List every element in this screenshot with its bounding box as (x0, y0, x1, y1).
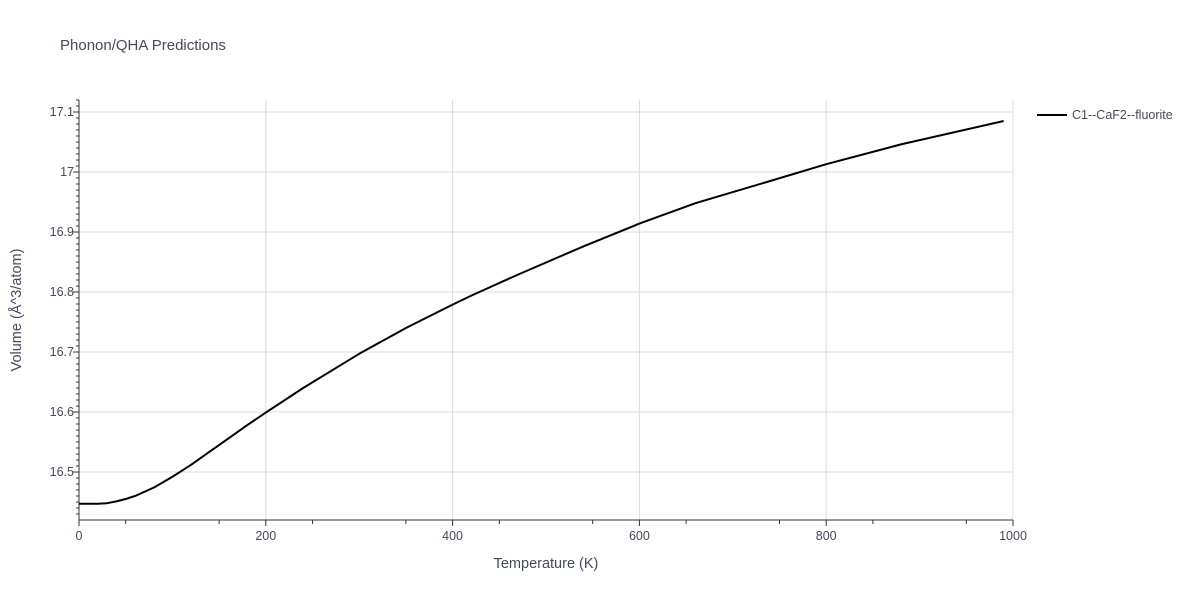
x-tick-label: 800 (816, 529, 837, 543)
x-tick-label: 400 (442, 529, 463, 543)
series-layer (79, 120, 1004, 505)
x-tick-label: 1000 (999, 529, 1027, 543)
x-axis-title: Temperature (K) (494, 556, 599, 572)
y-tick-label: 16.8 (50, 285, 74, 299)
x-tick-label: 200 (255, 529, 276, 543)
x-tick-label: 600 (629, 529, 650, 543)
y-tick-label: 16.6 (50, 405, 74, 419)
ticks: 0 200 400 600 800 1000 16.5 16.6 16.7 16.8 16.9 17 1… (50, 99, 1027, 543)
y-tick-label: 16.9 (50, 225, 74, 239)
x-tick-label: 0 (76, 529, 83, 543)
legend-label: C1--CaF2--fluorite (1072, 108, 1173, 122)
y-axis-title: Volume (Å^3/atom) (8, 249, 25, 372)
y-tick-label: 16.7 (50, 345, 74, 359)
series-line[interactable] (79, 120, 1004, 505)
y-tick-label: 17 (60, 165, 74, 179)
y-tick-label: 16.5 (50, 465, 74, 479)
legend[interactable]: C1--CaF2--fluorite (1037, 108, 1173, 122)
y-tick-label: 17.1 (50, 105, 74, 119)
axes (78, 100, 1013, 521)
grid-lines (79, 100, 1014, 520)
chart-title: Phonon/QHA Predictions (60, 37, 226, 54)
